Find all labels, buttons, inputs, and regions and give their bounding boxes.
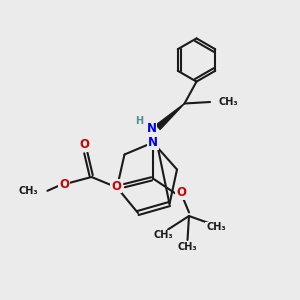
Text: N: N bbox=[148, 136, 158, 149]
Polygon shape bbox=[156, 103, 184, 129]
Text: CH₃: CH₃ bbox=[206, 222, 226, 233]
Text: CH₃: CH₃ bbox=[218, 97, 238, 107]
Text: O: O bbox=[111, 179, 122, 193]
Text: CH₃: CH₃ bbox=[178, 242, 197, 252]
Text: O: O bbox=[176, 186, 186, 199]
Text: O: O bbox=[79, 138, 89, 152]
Text: N: N bbox=[146, 122, 157, 136]
Text: H: H bbox=[135, 116, 143, 127]
Text: O: O bbox=[59, 178, 69, 191]
Text: CH₃: CH₃ bbox=[18, 186, 38, 197]
Text: CH₃: CH₃ bbox=[154, 230, 173, 241]
